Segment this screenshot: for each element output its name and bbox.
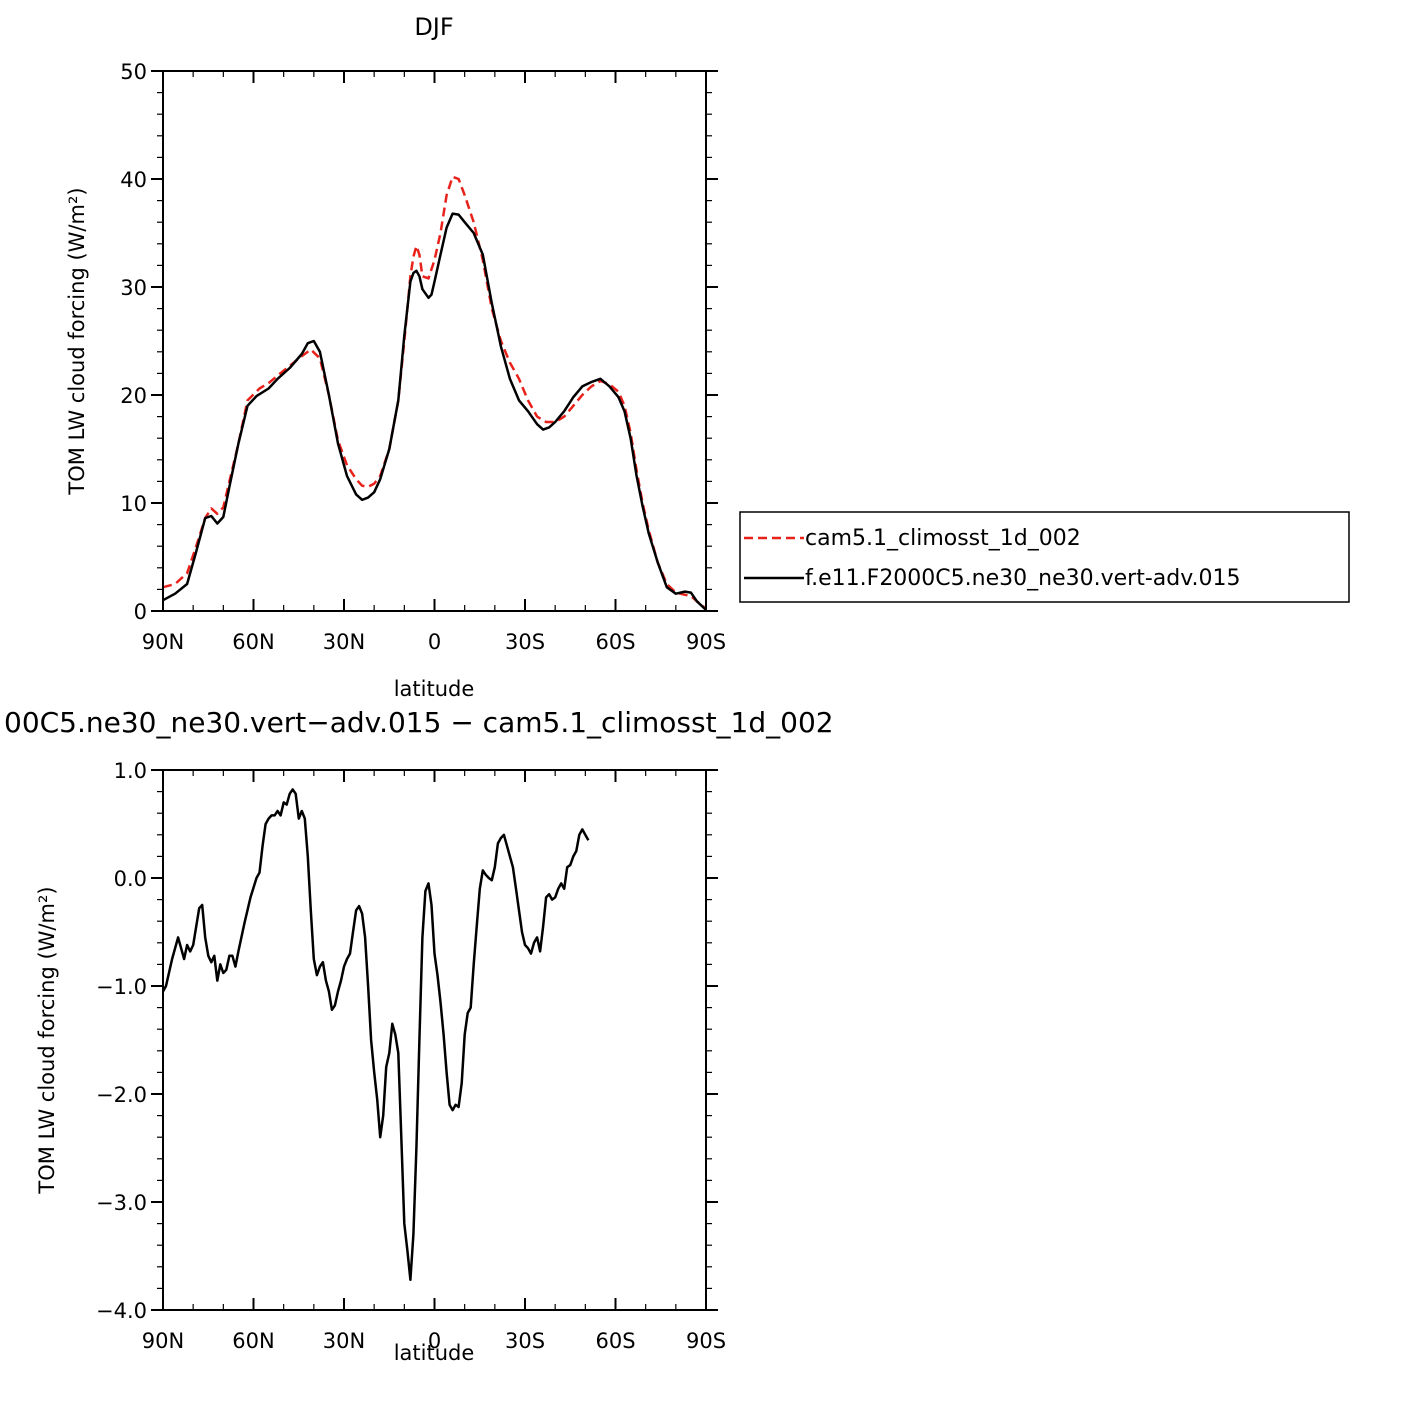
bottom-x-tick-label: 30S	[505, 1329, 545, 1353]
top-x-tick-label: 30N	[323, 630, 365, 654]
top-y-axis-label: TOM LW cloud forcing (W/m²)	[65, 187, 89, 495]
bottom-x-tick-label: 90N	[142, 1329, 184, 1353]
bottom-panel: 00C5.ne30_ne30.vert−adv.015 − cam5.1_cli…	[4, 706, 834, 1365]
top-x-tick-label: 0	[428, 630, 441, 654]
bottom-series-group	[161, 788, 590, 1282]
top-y-tick-label: 40	[120, 168, 147, 192]
top-y-tick-label: 10	[120, 492, 147, 516]
top-y-tick-label: 0	[134, 600, 147, 624]
legend: cam5.1_climosst_1d_002 f.e11.F2000C5.ne3…	[739, 511, 1350, 603]
bottom-x-axis-label: latitude	[394, 1341, 475, 1365]
bottom-x-tick-label: 90S	[686, 1329, 726, 1353]
legend-box	[739, 511, 1350, 603]
top-series-line-1	[162, 175, 707, 610]
top-x-tick-label: 60N	[232, 630, 274, 654]
bottom-plot-frame	[162, 769, 707, 1311]
bottom-y-tick-label: −1.0	[96, 975, 147, 999]
top-x-tick-label: 30S	[505, 630, 545, 654]
top-axes: 90N 60N 30N 0 30S 60S 90S 0 10 20 30 40 50	[120, 60, 726, 654]
top-x-axis-label: latitude	[394, 677, 475, 701]
bottom-series-line-1	[161, 788, 590, 1282]
top-chart-title: DJF	[414, 13, 453, 41]
bottom-y-tick-label: 1.0	[114, 759, 147, 783]
bottom-x-tick-label: 30N	[323, 1329, 365, 1353]
bottom-y-tick-label: −4.0	[96, 1299, 147, 1323]
top-series-group	[162, 175, 707, 611]
top-series-line-2	[162, 212, 707, 611]
bottom-x-tick-label: 60S	[595, 1329, 635, 1353]
bottom-x-tick-label: 60N	[232, 1329, 274, 1353]
bottom-x-tick-label: 0	[428, 1329, 441, 1353]
bottom-y-axis-label: TOM LW cloud forcing (W/m²)	[35, 886, 59, 1194]
top-x-tick-label: 90N	[142, 630, 184, 654]
bottom-y-tick-label: −3.0	[96, 1191, 147, 1215]
bottom-y-tick-label: −2.0	[96, 1083, 147, 1107]
top-x-tick-label: 90S	[686, 630, 726, 654]
top-y-tick-label: 50	[120, 60, 147, 84]
legend-label-cam5: cam5.1_climosst_1d_002	[805, 526, 1081, 551]
top-plot-frame	[162, 70, 707, 612]
legend-label-f-e11: f.e11.F2000C5.ne30_ne30.vert-adv.015	[805, 566, 1241, 591]
top-panel: DJF TOM LW cloud forcing (W/m²) latitude…	[65, 13, 726, 701]
top-x-tick-label: 60S	[595, 630, 635, 654]
bottom-y-tick-label: 0.0	[114, 867, 147, 891]
top-y-tick-label: 20	[120, 384, 147, 408]
bottom-chart-title: 00C5.ne30_ne30.vert−adv.015 − cam5.1_cli…	[4, 706, 834, 739]
top-y-tick-label: 30	[120, 276, 147, 300]
